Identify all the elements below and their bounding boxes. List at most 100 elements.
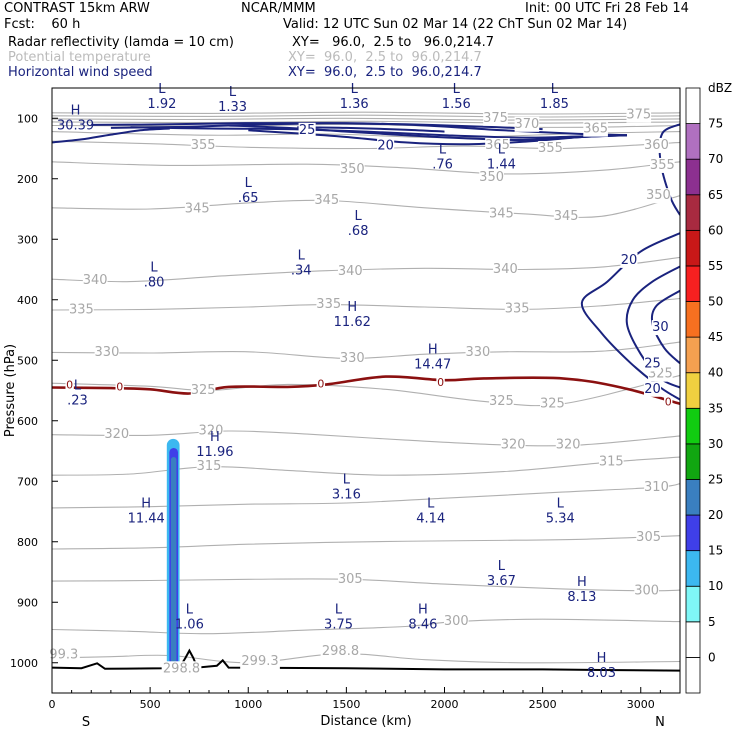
theta-label: 365 — [485, 138, 510, 153]
org-label: NCAR/MMM — [241, 1, 316, 16]
extremum-marker: L — [245, 176, 253, 191]
extremum-value: 14.47 — [414, 357, 451, 372]
extremum-value: .76 — [432, 158, 453, 173]
colorbar-swatch — [685, 372, 701, 409]
colorbar-swatch — [685, 443, 701, 480]
freezing-label: 0 — [437, 376, 444, 389]
theta-label: 320 — [556, 437, 581, 452]
y-tick-label: 400 — [17, 294, 38, 307]
extremum-marker: H — [577, 575, 587, 590]
extremum-value: 1.56 — [442, 97, 471, 112]
extremum-marker: L — [335, 602, 343, 617]
x-tick-label: 0 — [49, 698, 56, 711]
extremum-value: 1.33 — [218, 100, 247, 115]
extremum-marker: L — [498, 143, 506, 158]
south-label: S — [82, 715, 90, 730]
extremum-marker: L — [351, 82, 359, 97]
x-tick-label: 1500 — [332, 698, 360, 711]
colorbar-level: 30 — [708, 437, 723, 451]
y-tick-label: 700 — [17, 475, 38, 488]
theta-label: 365 — [583, 122, 608, 137]
colorbar-swatch — [685, 621, 701, 658]
extremum-value: .65 — [238, 191, 259, 206]
theta-label: 305 — [338, 572, 363, 587]
colorbar-level: 45 — [708, 330, 723, 344]
theta-label: 340 — [83, 273, 108, 288]
radar-cell — [170, 457, 177, 668]
extremum-value: 1.36 — [340, 97, 369, 112]
wind-label: 20 — [644, 382, 661, 397]
theta-label: 300 — [444, 614, 469, 629]
y-axis-label: Pressure (hPa) — [3, 344, 18, 437]
theta-label: 345 — [185, 202, 210, 217]
x-tick-label: 2500 — [529, 698, 557, 711]
extremum-value: 3.67 — [487, 574, 516, 589]
x-tick-label: 500 — [140, 698, 161, 711]
x-axis-label: Distance (km) — [320, 714, 411, 729]
terrain-line — [52, 648, 680, 672]
field1-name: Radar reflectivity (lamda = 10 cm) — [8, 35, 234, 50]
wind-label: 25 — [299, 123, 316, 138]
theta-label: 315 — [599, 454, 624, 469]
colorbar-title: dBZ — [708, 81, 732, 95]
x-tick-label: 2000 — [431, 698, 459, 711]
theta-label: 320 — [501, 437, 526, 452]
wind-label: 25 — [644, 356, 661, 371]
extremum-value: .23 — [67, 394, 88, 409]
theta-label: 375 — [626, 108, 651, 123]
extremum-value: .80 — [144, 276, 165, 291]
colorbar: 0 5 10 15 20 25 30 35 40 45 50 55 60 65 70 75 dBZ — [685, 81, 732, 694]
extremum-value: 8.13 — [567, 590, 596, 605]
extremum-value: 11.96 — [196, 445, 233, 460]
colorbar-level: 50 — [708, 295, 723, 309]
theta-label: 345 — [554, 209, 579, 224]
theta-label: 325 — [540, 396, 565, 411]
colorbar-swatch — [685, 87, 701, 124]
colorbar-level: 35 — [708, 401, 723, 415]
colorbar-swatch — [685, 229, 701, 267]
theta-label: 330 — [340, 351, 365, 366]
extremum-marker: H — [347, 300, 357, 315]
field2-name: Potential temperature — [8, 50, 151, 65]
extremum-value: 1.44 — [487, 158, 516, 173]
colorbar-level: 20 — [708, 508, 723, 522]
y-tick-label: 600 — [17, 415, 38, 428]
axes: 0 500 1000 1500 2000 2500 30001002003004005006… — [3, 112, 681, 730]
theta-label: 345 — [314, 193, 339, 208]
wind-contours — [52, 121, 680, 401]
colorbar-swatch — [685, 265, 701, 302]
y-tick-label: 1000 — [10, 657, 38, 670]
extremum-value: 11.44 — [128, 512, 165, 527]
theta-label: 315 — [197, 459, 222, 474]
extremum-marker: L — [439, 143, 447, 158]
theta-label: 375 — [483, 111, 508, 126]
extremum-marker: H — [210, 430, 220, 445]
theta-label: 310 — [644, 480, 669, 495]
theta-label: 350 — [646, 188, 671, 203]
freezing-label: 0 — [665, 396, 672, 409]
extremum-value: 5.34 — [546, 512, 575, 527]
theta-label: 330 — [465, 345, 490, 360]
theta-label: 300 — [634, 583, 659, 598]
freezing-label: 0 — [116, 380, 123, 393]
theta-label: 350 — [340, 162, 365, 177]
y-tick-label: 200 — [17, 173, 38, 186]
extremum-marker: H — [141, 497, 151, 512]
extremum-marker: L — [298, 248, 306, 263]
extremum-marker: H — [418, 602, 428, 617]
y-tick-label: 500 — [17, 354, 38, 367]
theta-label: 298.8 — [322, 644, 359, 659]
theta-label: 330 — [95, 345, 120, 360]
extremum-value: 1.06 — [175, 617, 204, 632]
colorbar-level: 10 — [708, 579, 723, 593]
theta-label: 340 — [338, 264, 363, 279]
contour-labels: 375 370 365 375 360 355 365 355 350 350 355 345 345 3… — [47, 82, 675, 681]
model-title: CONTRAST 15km ARW — [4, 1, 150, 16]
extremum-marker: H — [71, 103, 81, 118]
feature-lines — [52, 375, 680, 672]
extremum-marker: L — [557, 497, 565, 512]
colorbar-level: 75 — [708, 117, 723, 131]
valid-time: Valid: 12 UTC Sun 02 Mar 14 (22 ChT Sun … — [283, 17, 628, 32]
extremum-marker: L — [186, 602, 194, 617]
